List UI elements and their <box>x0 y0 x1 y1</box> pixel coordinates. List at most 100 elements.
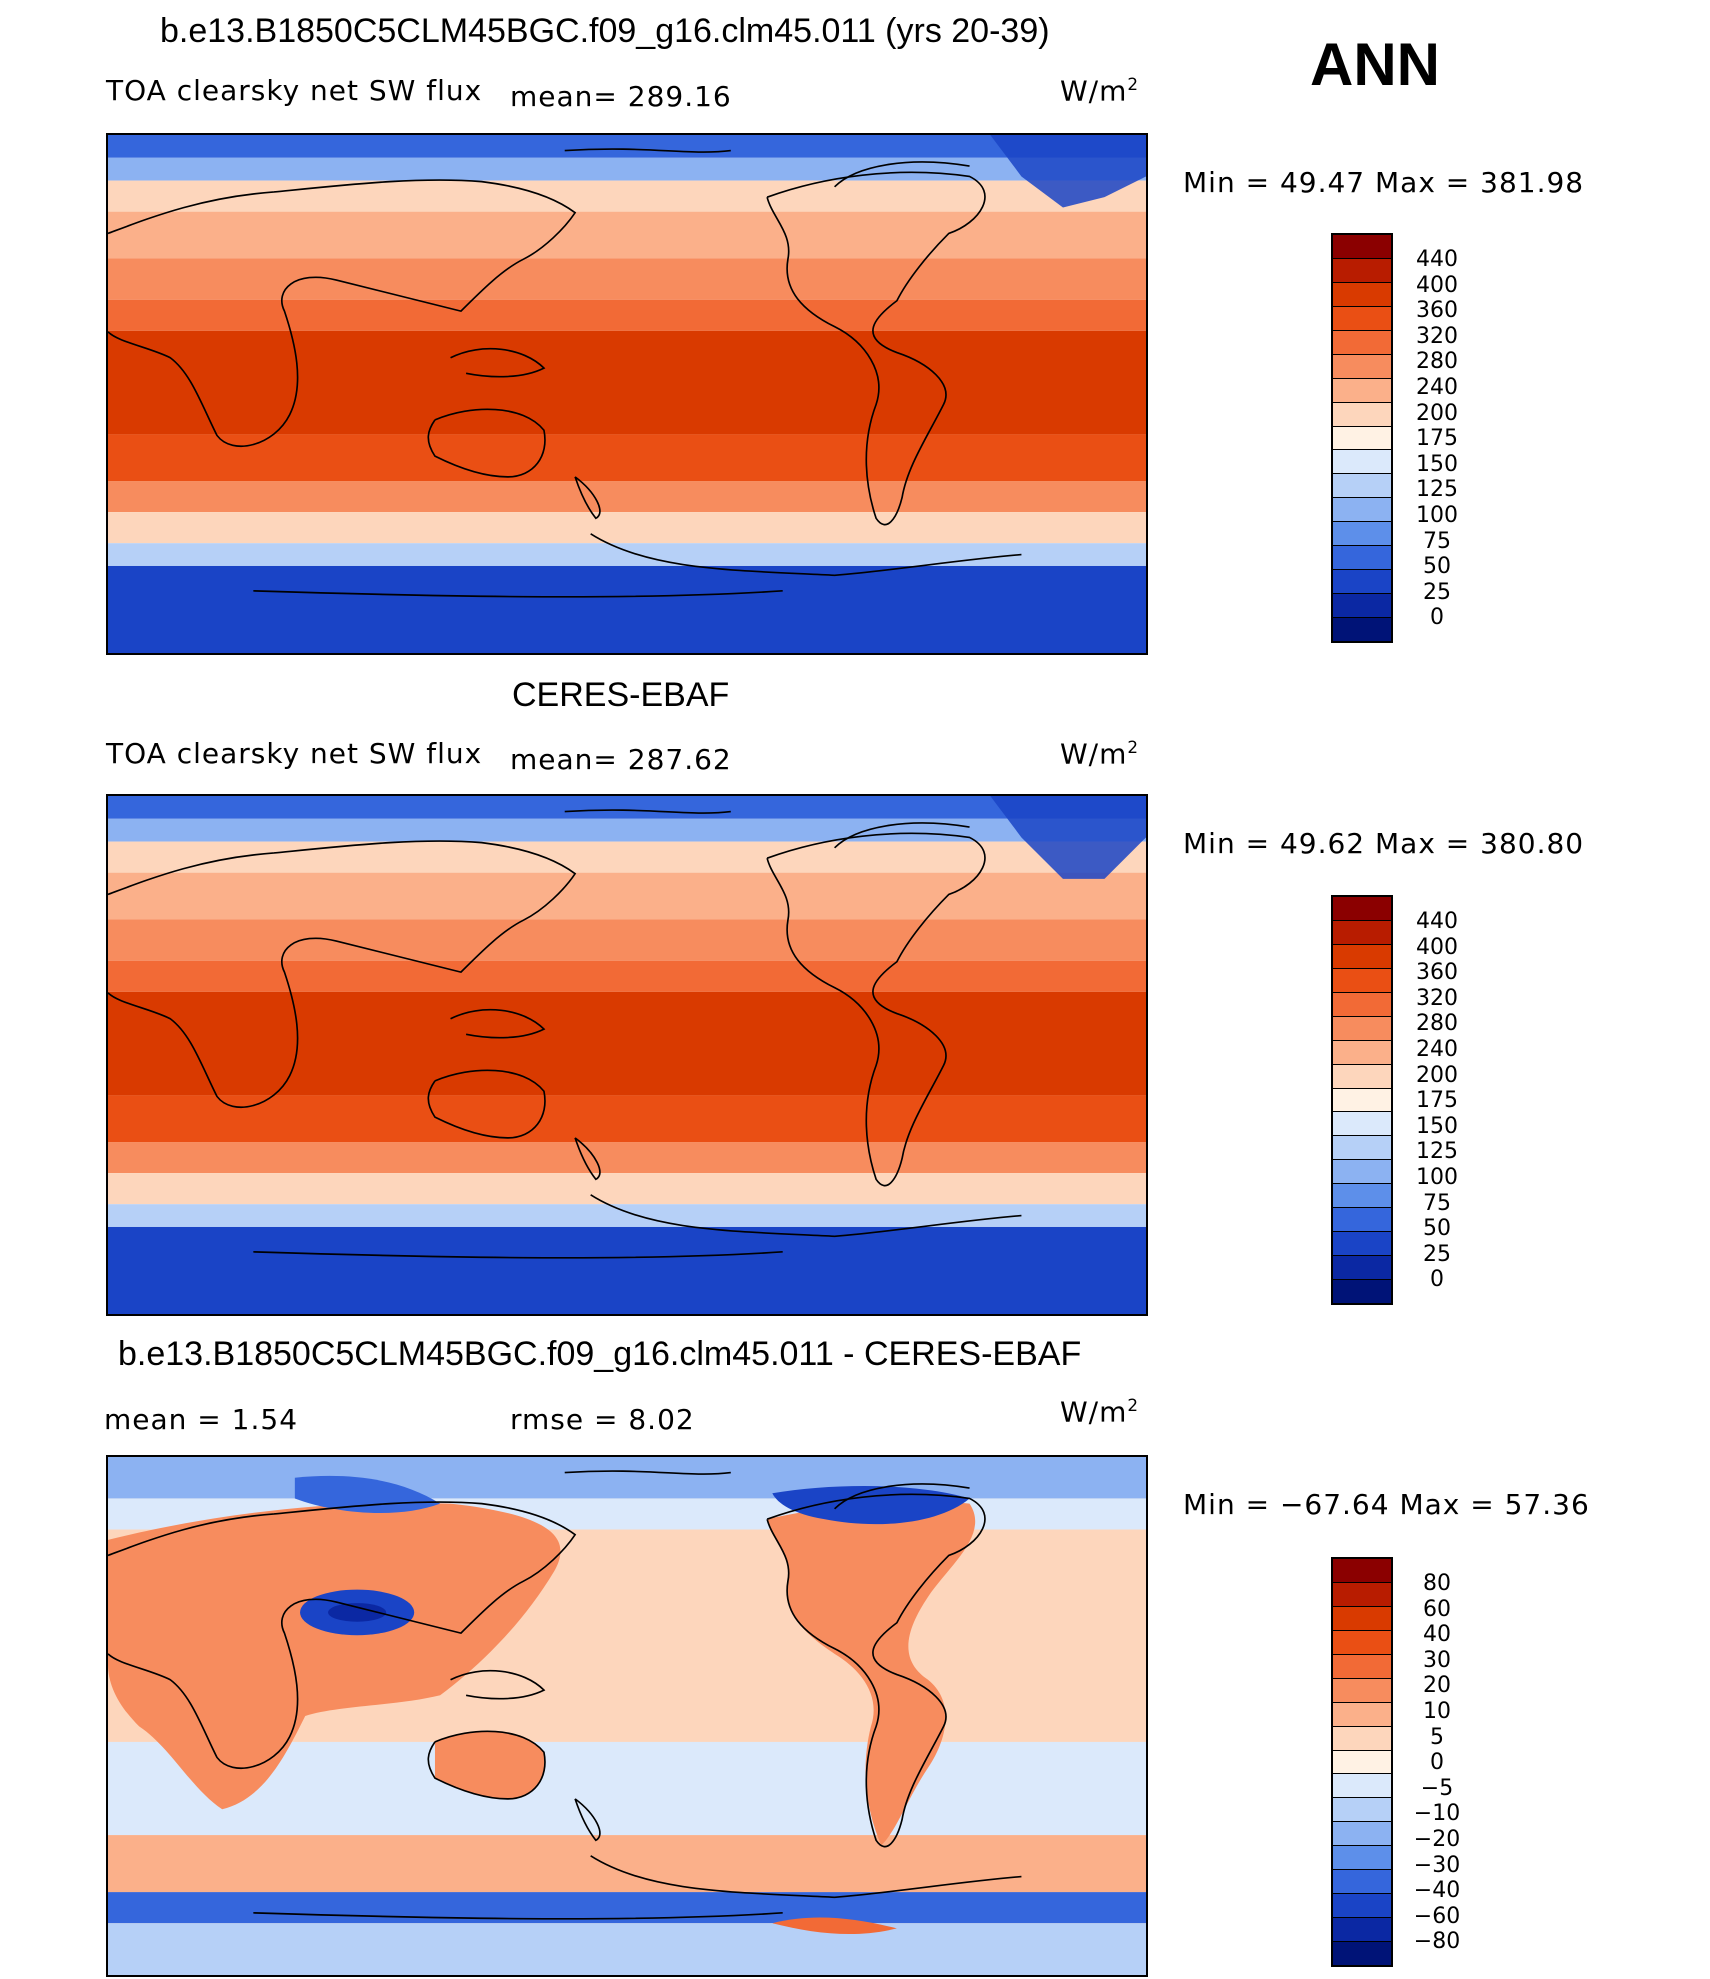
obs-colorbar-labels: 440 400 360 320 280 240 200 175 150 125 … <box>1402 909 1472 1293</box>
colorbar-label: 30 <box>1423 1647 1451 1673</box>
panel-obs-minmax: Min = 49.62 Max = 380.80 <box>1183 827 1585 860</box>
diff-map <box>106 1455 1148 1977</box>
colorbar-swatch <box>1333 897 1391 921</box>
colorbar-label: 320 <box>1416 985 1458 1011</box>
colorbar-label: 0 <box>1430 1750 1444 1776</box>
colorbar-swatch <box>1333 1040 1391 1065</box>
colorbar-label: 75 <box>1423 528 1451 554</box>
colorbar-label: 400 <box>1416 272 1458 298</box>
colorbar-label: 280 <box>1416 1011 1458 1037</box>
colorbar-label: 0 <box>1430 605 1444 631</box>
colorbar-label: 50 <box>1423 1216 1451 1242</box>
colorbar-swatch <box>1333 1630 1391 1655</box>
colorbar-swatch <box>1333 474 1391 499</box>
colorbar-label: 80 <box>1423 1571 1451 1596</box>
colorbar-label: 200 <box>1416 400 1458 426</box>
colorbar-swatch <box>1333 1870 1391 1895</box>
colorbar-swatch <box>1333 1136 1391 1161</box>
colorbar-label: −5 <box>1420 1775 1454 1801</box>
colorbar-label: 25 <box>1423 579 1451 605</box>
colorbar-swatch <box>1333 1606 1391 1631</box>
colorbar-swatch <box>1333 1678 1391 1703</box>
colorbar-label: 25 <box>1423 1241 1451 1267</box>
colorbar-label: −40 <box>1413 1878 1461 1904</box>
panel-model-minmax: Min = 49.47 Max = 381.98 <box>1183 166 1585 199</box>
obs-coastlines <box>108 809 1022 1259</box>
colorbar-swatch <box>1333 330 1391 355</box>
colorbar-label: 150 <box>1416 451 1458 477</box>
colorbar-label: 100 <box>1416 1164 1458 1190</box>
colorbar-label: 125 <box>1416 1139 1458 1165</box>
colorbar-label: 400 <box>1416 934 1458 960</box>
colorbar-swatch <box>1333 1064 1391 1089</box>
colorbar-label: 175 <box>1416 426 1458 452</box>
colorbar-label: 360 <box>1416 960 1458 986</box>
colorbar-swatch <box>1333 944 1391 969</box>
panel-diff-minmax: Min = −67.64 Max = 57.36 <box>1183 1488 1590 1521</box>
colorbar-label: 175 <box>1416 1088 1458 1114</box>
panel-model-variable: TOA clearsky net SW flux <box>106 74 483 107</box>
colorbar-swatch <box>1333 1750 1391 1775</box>
diff-colorbar-labels: 80 60 40 30 20 10 5 0 −5 −10 −20 −30 −40… <box>1397 1571 1477 1955</box>
panel-diff-mean: mean = 1.54 <box>104 1403 299 1436</box>
colorbar-label: 0 <box>1430 1267 1444 1293</box>
colorbar-swatch <box>1333 1798 1391 1823</box>
panel-diff-title: b.e13.B1850C5CLM45BGC.f09_g16.clm45.011 … <box>118 1335 1082 1373</box>
colorbar-label: 75 <box>1423 1190 1451 1216</box>
colorbar-swatch <box>1333 1822 1391 1847</box>
colorbar-swatch <box>1333 282 1391 307</box>
colorbar-swatch <box>1333 1654 1391 1679</box>
colorbar-swatch <box>1333 235 1391 259</box>
colorbar-swatch <box>1333 1280 1391 1303</box>
colorbar-label: 50 <box>1423 554 1451 580</box>
model-map-canvas <box>108 135 1146 653</box>
colorbar-label: −60 <box>1413 1903 1461 1929</box>
colorbar-swatch <box>1333 1232 1391 1257</box>
colorbar-label: 360 <box>1416 298 1458 324</box>
colorbar-swatch <box>1333 258 1391 283</box>
colorbar-label: 240 <box>1416 1036 1458 1062</box>
colorbar-swatch <box>1333 1774 1391 1799</box>
colorbar-swatch <box>1333 498 1391 523</box>
colorbar-swatch <box>1333 522 1391 547</box>
model-map <box>106 133 1148 655</box>
colorbar-label: 100 <box>1416 502 1458 528</box>
colorbar-swatch <box>1333 594 1391 618</box>
colorbar-swatch <box>1333 1184 1391 1209</box>
model-coastlines <box>108 148 1022 598</box>
colorbar-label: 320 <box>1416 323 1458 349</box>
colorbar-swatch <box>1333 546 1391 571</box>
colorbar-swatch <box>1333 1726 1391 1751</box>
colorbar-swatch <box>1333 1112 1391 1137</box>
colorbar-swatch <box>1333 570 1391 595</box>
colorbar-label: 20 <box>1423 1673 1451 1699</box>
colorbar-label: −20 <box>1413 1826 1461 1852</box>
colorbar-swatch <box>1333 1208 1391 1233</box>
colorbar-label: 5 <box>1430 1724 1444 1750</box>
panel-obs-variable: TOA clearsky net SW flux <box>106 737 483 770</box>
colorbar-swatch <box>1333 1702 1391 1727</box>
colorbar-label: 125 <box>1416 477 1458 503</box>
colorbar-swatch <box>1333 450 1391 475</box>
panel-model-mean: mean= 289.16 <box>510 80 732 113</box>
panel-diff-rmse: rmse = 8.02 <box>510 1403 695 1436</box>
colorbar-swatch <box>1333 306 1391 331</box>
colorbar-label: 10 <box>1423 1698 1451 1724</box>
panel-model-title: b.e13.B1850C5CLM45BGC.f09_g16.clm45.011 … <box>160 12 1050 50</box>
colorbar-swatch <box>1333 1016 1391 1041</box>
obs-colorbar <box>1331 895 1393 1305</box>
colorbar-label: −10 <box>1413 1801 1461 1827</box>
colorbar-label: −80 <box>1413 1929 1461 1955</box>
colorbar-swatch <box>1333 1918 1391 1942</box>
colorbar-label: −30 <box>1413 1852 1461 1878</box>
colorbar-swatch <box>1333 1160 1391 1185</box>
colorbar-swatch <box>1333 426 1391 451</box>
colorbar-swatch <box>1333 1942 1391 1965</box>
colorbar-swatch <box>1333 1088 1391 1113</box>
colorbar-label: 240 <box>1416 374 1458 400</box>
colorbar-swatch <box>1333 992 1391 1017</box>
colorbar-label: 60 <box>1423 1596 1451 1622</box>
model-colorbar-labels: 440 400 360 320 280 240 200 175 150 125 … <box>1402 247 1472 631</box>
panel-model-units: W/m2 <box>1060 74 1140 108</box>
colorbar-swatch <box>1333 1846 1391 1871</box>
